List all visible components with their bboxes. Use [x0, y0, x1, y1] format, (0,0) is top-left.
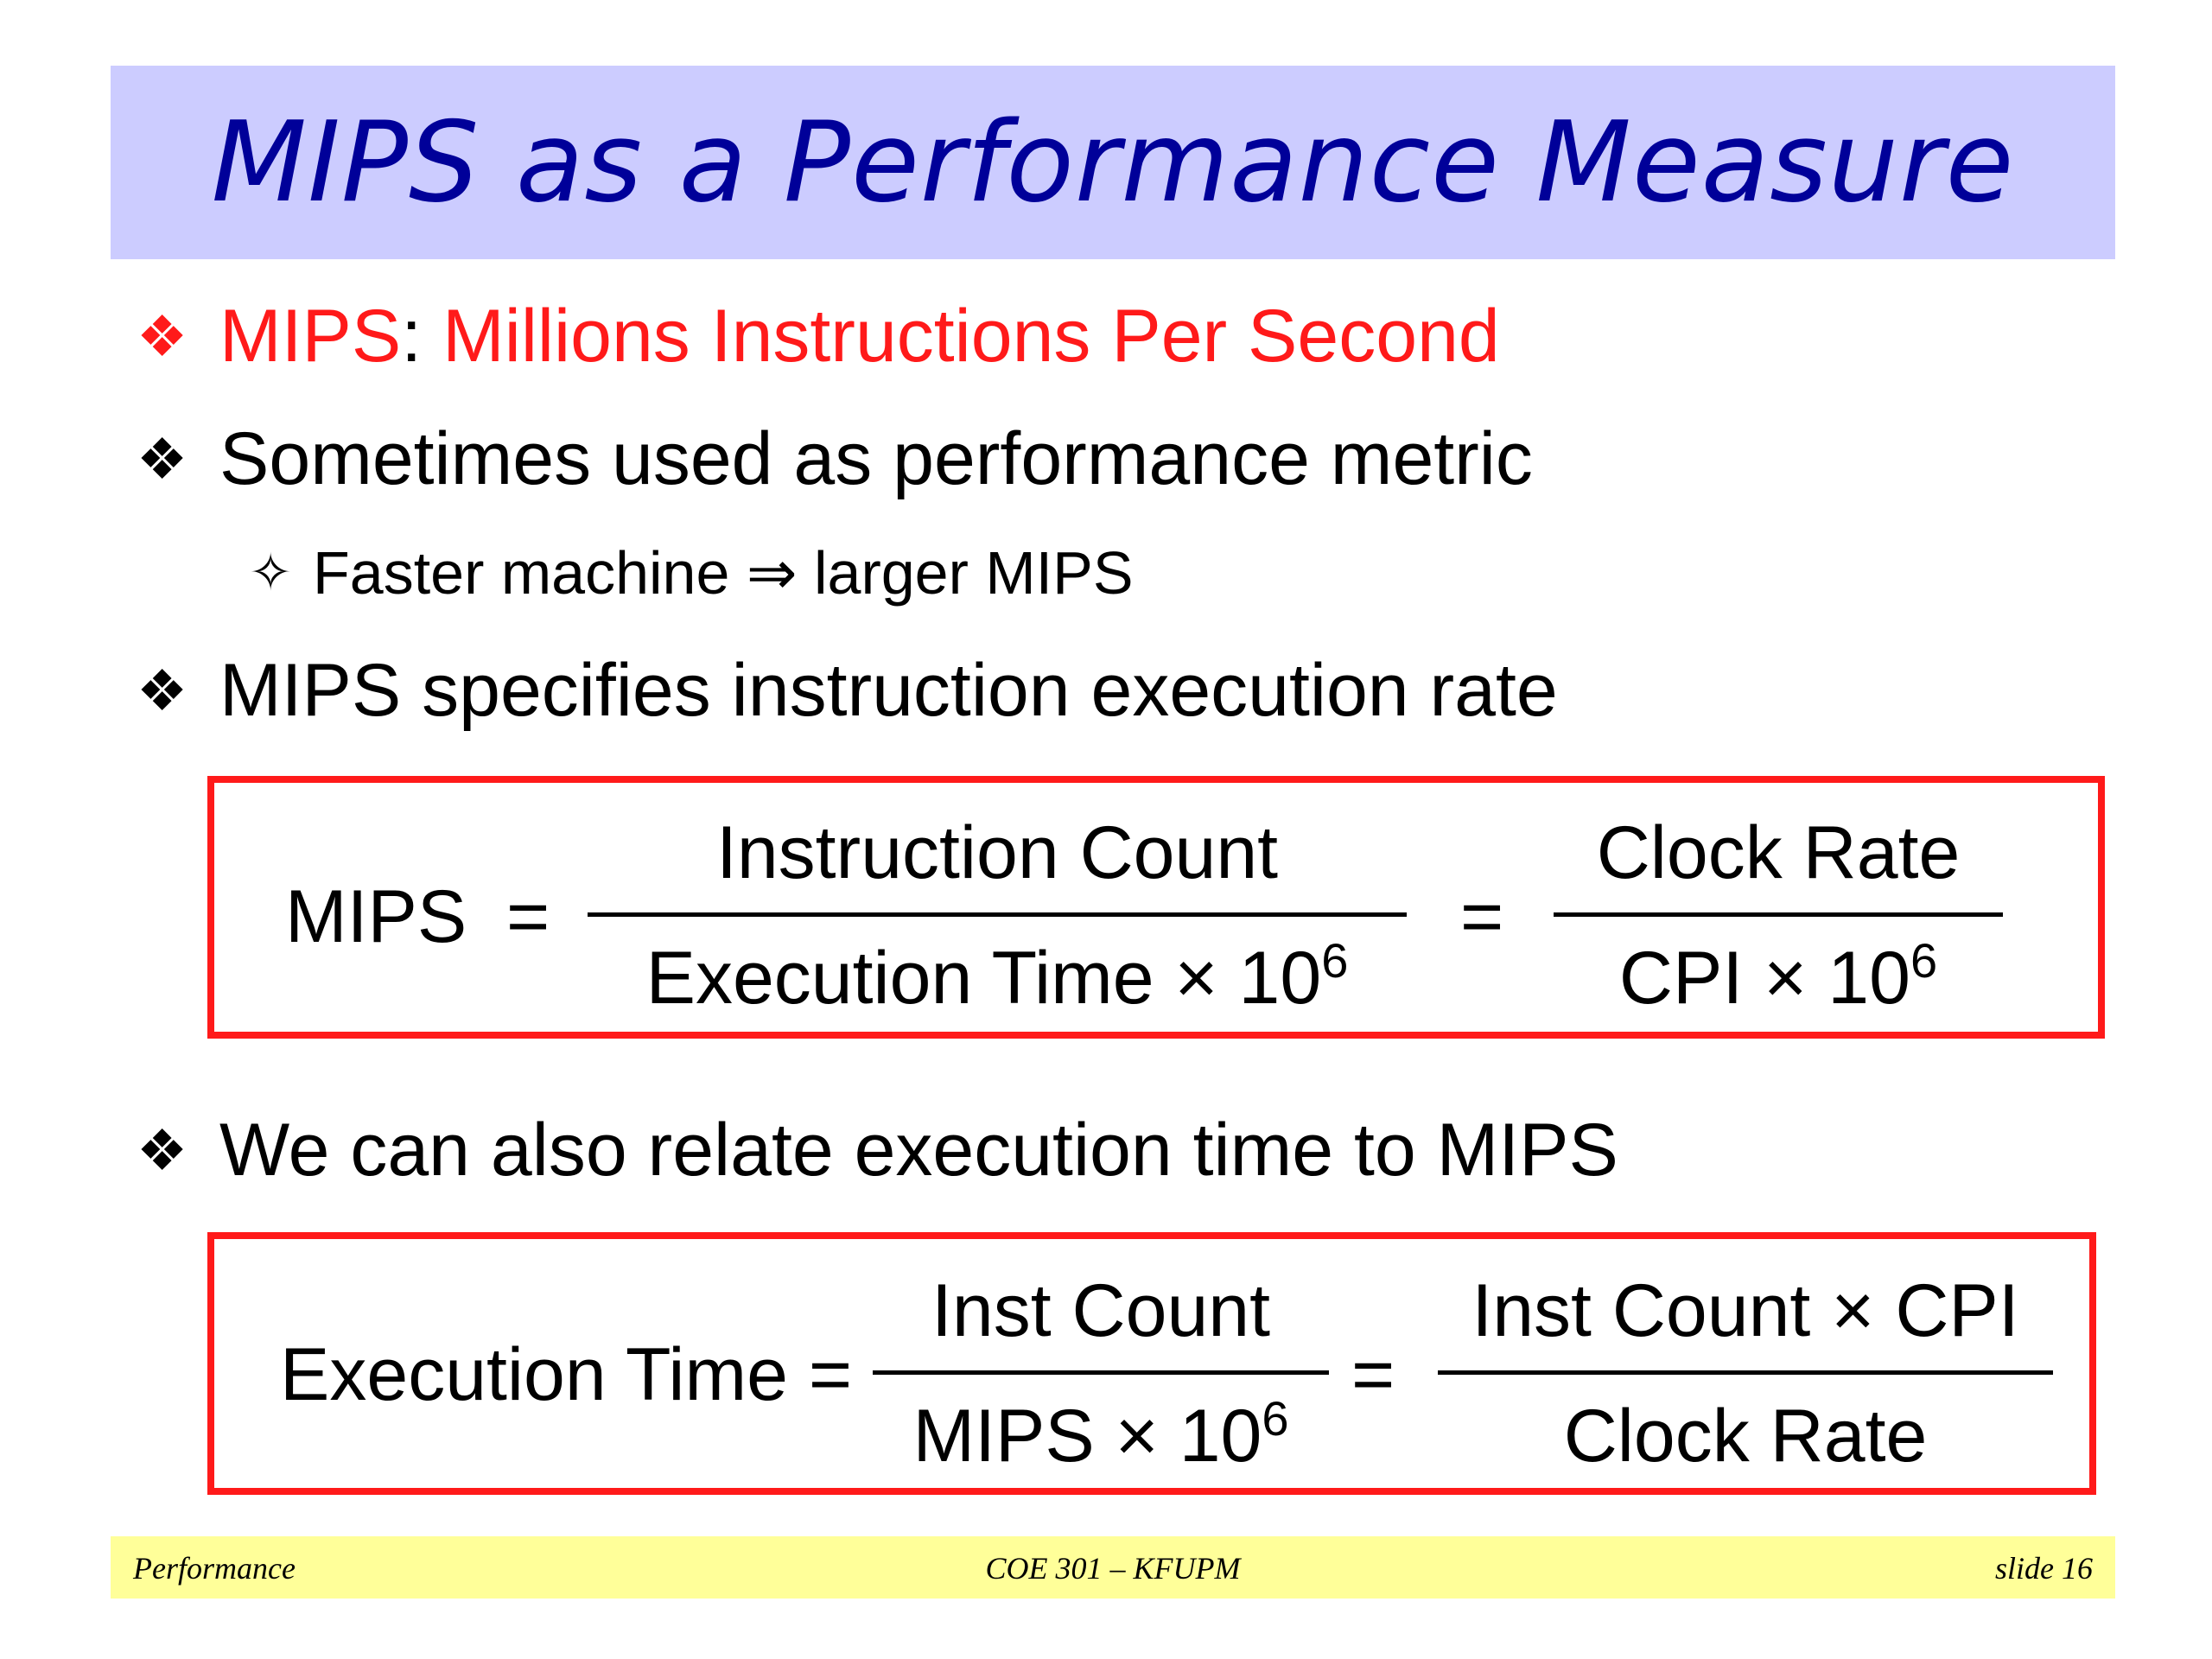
formula-equals: = — [1460, 875, 1504, 958]
four-point-star-icon: ✧ — [249, 543, 293, 601]
slide-footer: Performance COE 301 – KFUPM slide 16 — [111, 1536, 2115, 1599]
bullet-mips-definition: ❖ MIPS: Millions Instructions Per Second — [137, 294, 1500, 379]
fraction-bar — [1438, 1370, 2053, 1375]
fraction-denominator: CPI × 106 — [1618, 933, 1938, 1020]
fraction-numerator: Inst Count — [931, 1269, 1270, 1352]
fraction-instruction-over-time: Instruction Count Execution Time × 106 — [588, 816, 1407, 1015]
bullet-performance-metric: ❖ Sometimes used as performance metric — [137, 416, 1533, 502]
fraction-numerator: Instruction Count — [715, 811, 1279, 894]
formula-lhs: MIPS — [285, 875, 467, 958]
title-bar: MIPS as a Performance Measure — [111, 66, 2115, 259]
fraction-denominator: Execution Time × 106 — [645, 933, 1349, 1020]
bullet-relate-execution-time: ❖ We can also relate execution time to M… — [137, 1108, 1618, 1193]
fraction-bar — [588, 912, 1407, 917]
slide-title: MIPS as a Performance Measure — [211, 98, 2015, 227]
fraction-count-cpi-over-clock: Inst Count × CPI Clock Rate — [1438, 1274, 2053, 1473]
fraction-numerator: Inst Count × CPI — [1471, 1269, 2019, 1352]
sub-bullet-text: Faster machine ⇒ larger MIPS — [313, 539, 1134, 607]
fraction-bar — [873, 1370, 1329, 1375]
fraction-denominator: MIPS × 106 — [912, 1391, 1289, 1478]
bullet-text: Sometimes used as performance metric — [219, 417, 1533, 500]
four-diamond-bullet-icon: ❖ — [137, 658, 188, 722]
fraction-bar — [1554, 912, 2003, 917]
bullet-term: MIPS — [219, 295, 402, 378]
sub-bullet-faster-machine: ✧ Faster machine ⇒ larger MIPS — [249, 537, 1134, 608]
four-diamond-bullet-icon: ❖ — [137, 1118, 188, 1182]
footer-course: COE 301 – KFUPM — [985, 1551, 1241, 1586]
fraction-clock-over-cpi: Clock Rate CPI × 106 — [1554, 816, 2003, 1015]
fraction-denominator: Clock Rate — [1563, 1395, 1928, 1478]
bullet-text: We can also relate execution time to MIP… — [219, 1109, 1618, 1192]
four-diamond-bullet-icon: ❖ — [137, 304, 188, 368]
bullet-execution-rate: ❖ MIPS specifies instruction execution r… — [137, 648, 1558, 734]
four-diamond-bullet-icon: ❖ — [137, 427, 188, 491]
formula-lhs: Execution Time = — [280, 1333, 853, 1416]
bullet-separator: : — [401, 295, 423, 378]
footer-section: Performance — [133, 1551, 296, 1586]
footer-slide-number: slide 16 — [1995, 1551, 2093, 1586]
formula-equals: = — [506, 875, 550, 958]
bullet-text: Millions Instructions Per Second — [442, 295, 1500, 378]
fraction-numerator: Clock Rate — [1596, 811, 1961, 894]
formula-equals: = — [1351, 1333, 1395, 1416]
bullet-text: MIPS specifies instruction execution rat… — [219, 649, 1558, 732]
execution-time-formula-box: Execution Time = Inst Count MIPS × 106 =… — [207, 1232, 2096, 1495]
mips-formula-box: MIPS = Instruction Count Execution Time … — [207, 776, 2105, 1039]
fraction-count-over-mips: Inst Count MIPS × 106 — [873, 1274, 1329, 1473]
